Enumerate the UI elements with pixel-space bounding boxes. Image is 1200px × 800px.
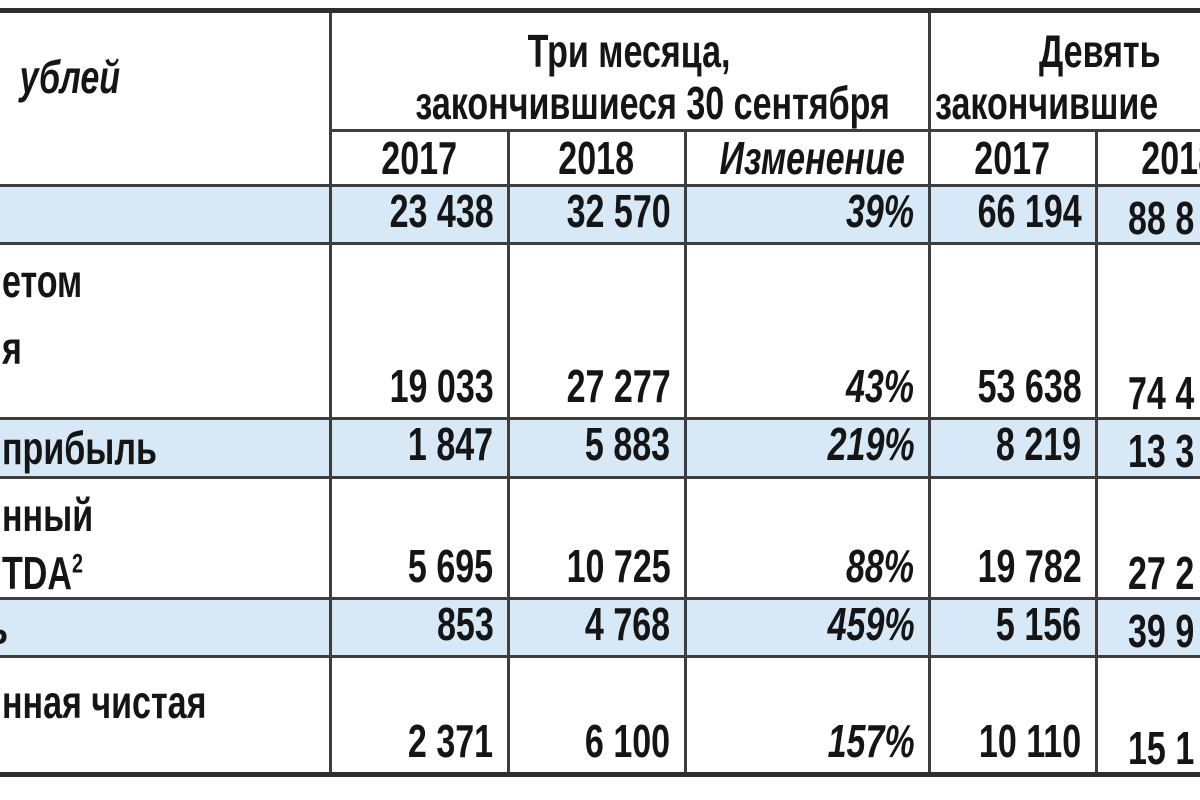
value-9m-2017: 66 194 (927, 183, 1098, 246)
table-row: нная чистая 2 371 6 100 157% 10 110 15 1 (0, 655, 1200, 778)
value-change-3m: 88% (683, 475, 931, 601)
row-label-fragment: етом (2, 255, 83, 308)
row-label-cell: ь (0, 597, 332, 659)
units-label-fragment: ублей (19, 51, 121, 103)
value-9m-2017: 5 156 (927, 597, 1098, 659)
value-q3-2017: 23 438 (328, 183, 510, 246)
value-q3-2017: 2 371 (328, 655, 510, 778)
value-change-3m: 39% (683, 183, 931, 246)
value-q3-2018: 27 277 (506, 242, 687, 421)
table-row: етом я 19 033 27 277 43% 53 638 74 4 (0, 242, 1200, 421)
value-9m-2018-fragment: 13 3 (1094, 417, 1200, 479)
three-months-line2: закончившиеся 30 сентября (414, 77, 890, 129)
value-change-3m: 219% (683, 417, 931, 479)
row-label-fragment: нный (2, 488, 94, 541)
table-row: ь 853 4 768 459% 5 156 39 9 (0, 597, 1200, 659)
value-q3-2018: 10 725 (506, 475, 687, 601)
row-label-fragment: я (2, 321, 22, 374)
value-q3-2017: 1 847 (328, 417, 510, 479)
units-label-cell: ублей (0, 8, 332, 187)
period-header-nine-months: Девять закончившие (927, 8, 1200, 132)
col-header-2018-9m: 2018 (1094, 129, 1200, 187)
period-header-three-months: Три месяца, закончившиеся 30 сентября (328, 8, 931, 132)
nine-months-line2-fragment: закончившие (934, 77, 1158, 129)
row-label-fragment: TDA (2, 546, 72, 599)
value-q3-2017: 853 (328, 597, 510, 659)
table-row: прибыль 1 847 5 883 219% 8 219 13 3 (0, 417, 1200, 479)
value-change-3m: 459% (683, 597, 931, 659)
financial-results-table: ублей Три месяца, закончившиеся 30 сентя… (0, 8, 1200, 778)
value-change-3m: 43% (683, 242, 931, 421)
value-q3-2018: 5 883 (506, 417, 687, 479)
value-q3-2018: 32 570 (506, 183, 687, 246)
value-9m-2018-fragment: 39 9 (1094, 597, 1200, 659)
value-9m-2017: 10 110 (927, 655, 1098, 778)
value-q3-2017: 19 033 (328, 242, 510, 421)
col-header-2017-3m: 2017 (328, 129, 510, 187)
row-label-cell: нная чистая (0, 655, 332, 778)
row-label-fragment: нная чистая (2, 676, 207, 729)
row-label-cell: нный TDA2 (0, 475, 332, 601)
value-9m-2018-fragment: 27 2 (1094, 475, 1200, 601)
table-row: 23 438 32 570 39% 66 194 88 8 (0, 183, 1200, 246)
col-header-change-3m: Изменение (683, 129, 931, 187)
table-row: нный TDA2 5 695 10 725 88% 19 782 27 2 (0, 475, 1200, 601)
row-label-fragment: ь (0, 603, 8, 652)
value-9m-2018-fragment: 88 8 (1094, 183, 1200, 246)
value-9m-2017: 8 219 (927, 417, 1098, 479)
value-change-3m: 157% (683, 655, 931, 778)
value-q3-2017: 5 695 (328, 475, 510, 601)
col-header-2017-9m: 2017 (927, 129, 1098, 187)
row-label-cell: етом я (0, 242, 332, 421)
nine-months-line1-fragment: Девять (1038, 25, 1161, 77)
value-9m-2017: 53 638 (927, 242, 1098, 421)
value-q3-2018: 4 768 (506, 597, 687, 659)
row-label-cell: прибыль (0, 417, 332, 479)
value-9m-2017: 19 782 (927, 475, 1098, 601)
row-label-cell (0, 183, 332, 246)
col-header-2018-3m: 2018 (506, 129, 687, 187)
value-q3-2018: 6 100 (506, 655, 687, 778)
value-9m-2018-fragment: 74 4 (1094, 242, 1200, 421)
footnote-marker: 2 (71, 548, 83, 579)
three-months-line1: Три месяца, (528, 25, 731, 77)
row-label-fragment: прибыль (2, 421, 157, 474)
value-9m-2018-fragment: 15 1 (1094, 655, 1200, 778)
